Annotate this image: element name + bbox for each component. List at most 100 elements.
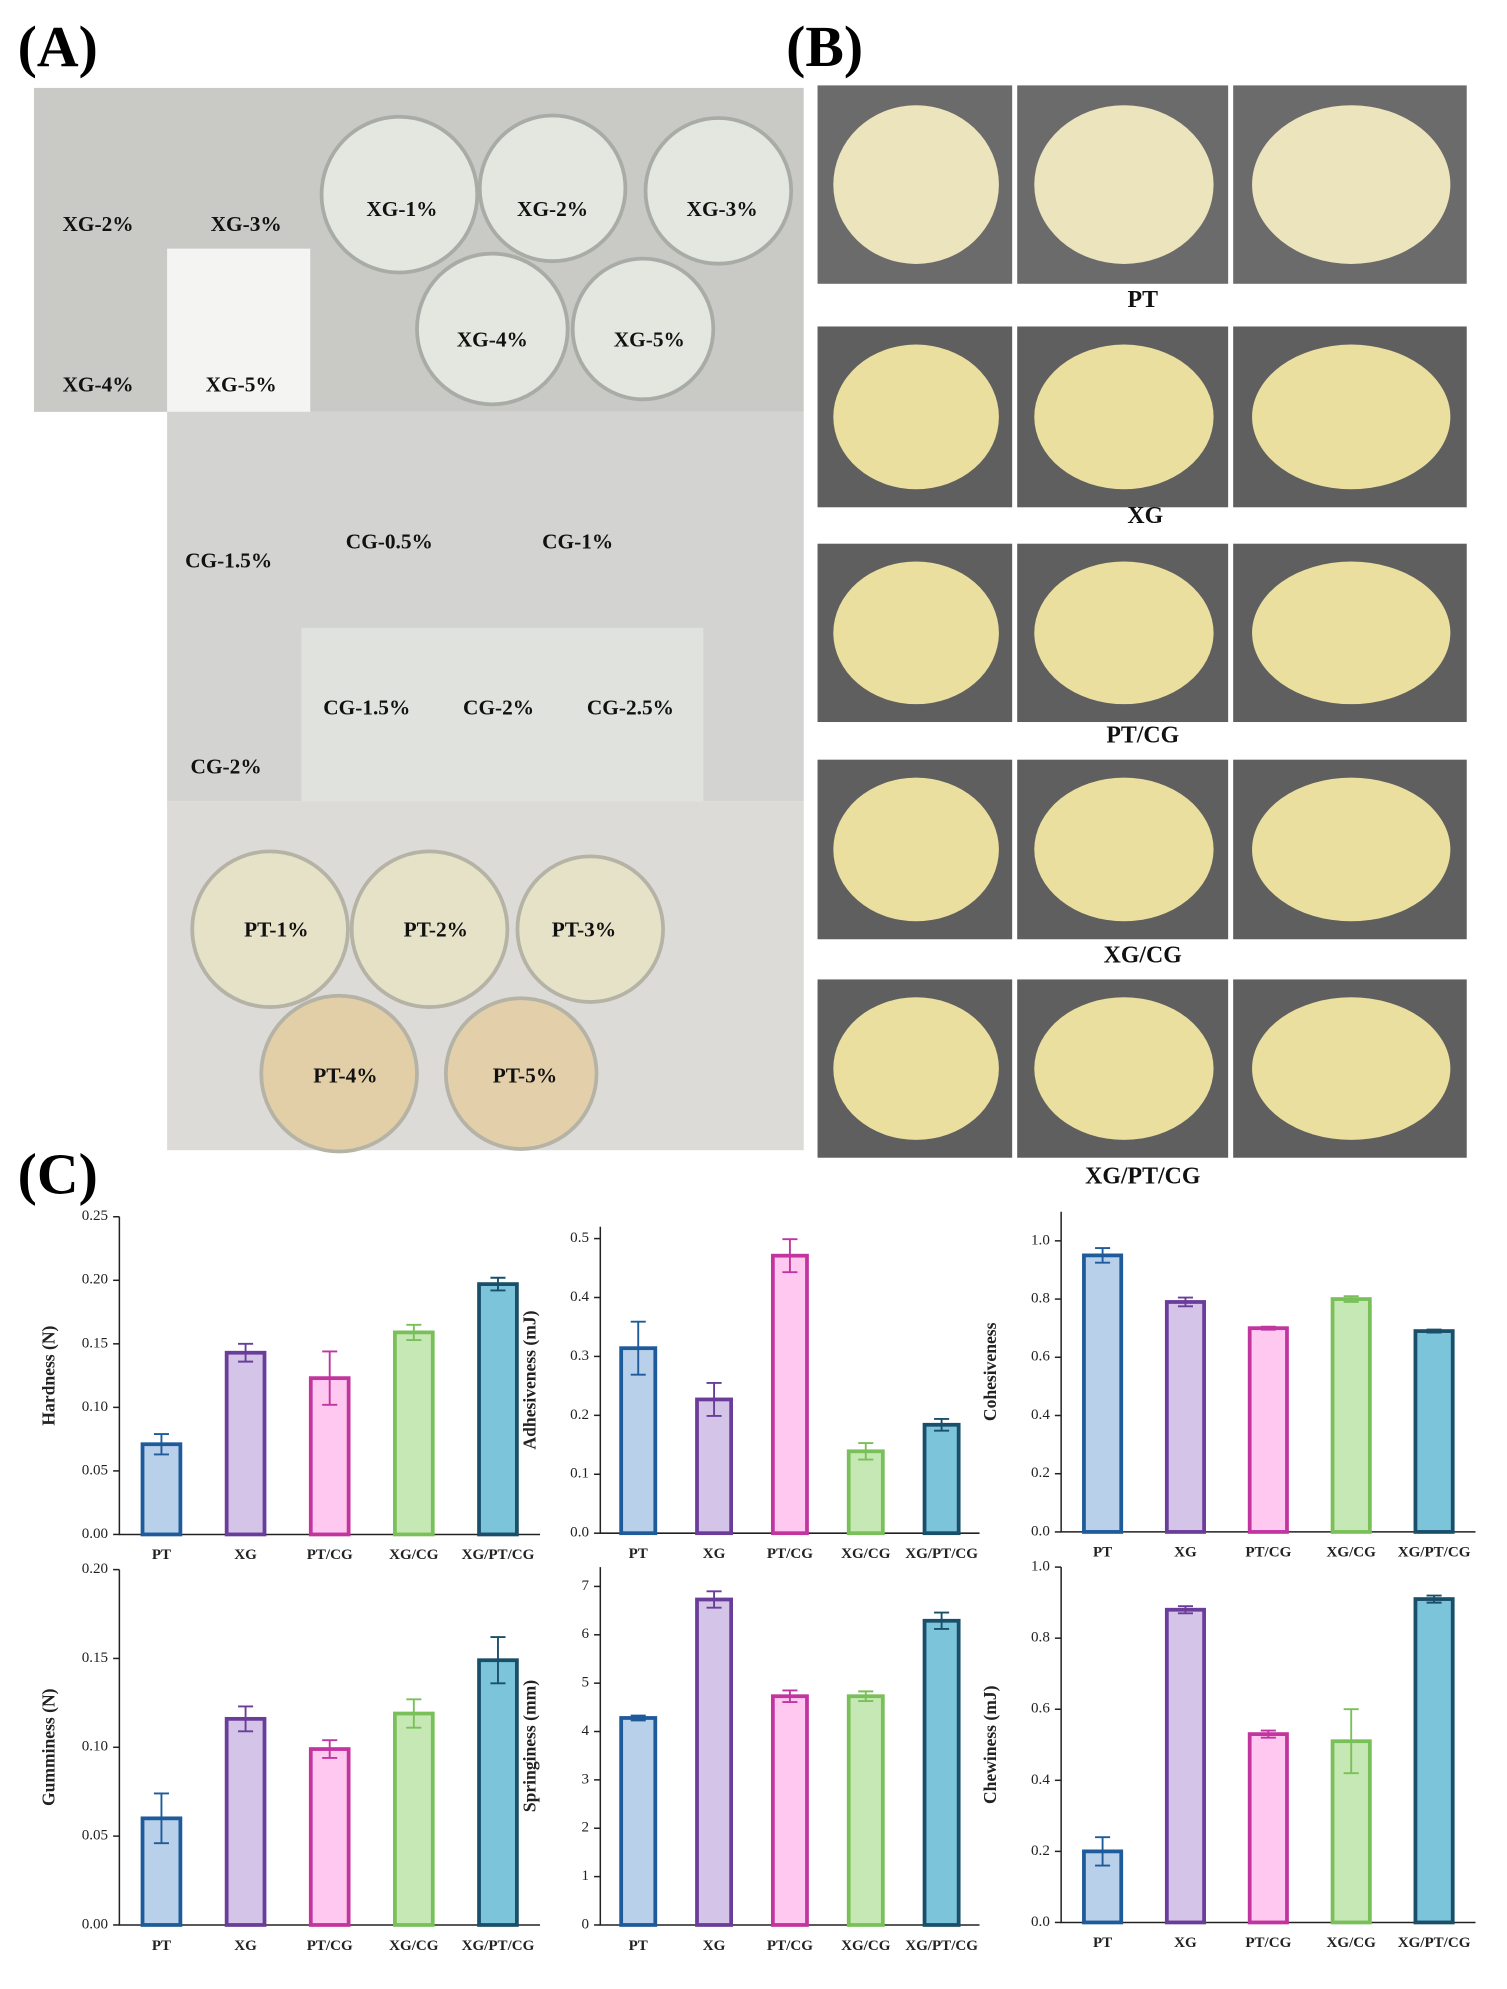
bar [619,1346,658,1536]
bar [1413,1329,1455,1534]
y-tick-label: 0.8 [1031,1630,1050,1646]
photo-label: CG-0.5% [346,530,433,554]
y-axis-label: Springiness (mm) [519,1680,539,1812]
y-tick-label: 0.0 [1031,1523,1050,1539]
panel-label: (C) [18,1144,98,1207]
x-tick-label: PT [629,1938,648,1954]
y-tick-label: 0.6 [1031,1349,1050,1365]
error-bar [1260,1729,1276,1739]
bar [1164,1300,1206,1534]
y-tick-label: 0.2 [1031,1465,1050,1481]
photo-label: PT-3% [552,918,616,942]
printed-shape [1034,777,1214,922]
photo-label: PT/CG [1106,723,1179,749]
error-bar [322,1739,338,1759]
x-tick-label: PT/CG [307,1547,353,1563]
bar [1247,1732,1289,1925]
y-tick-label: 0.05 [82,1462,108,1478]
x-tick-label: XG/CG [389,1547,439,1563]
x-tick-label: XG [1174,1545,1197,1561]
panel-label: (A) [18,16,98,79]
error-bar [1095,1247,1111,1264]
error-bar [630,1320,646,1376]
error-bar [706,1382,722,1417]
photo-label: XG-3% [211,212,282,236]
bar [922,1422,961,1536]
photo-label: XG-2% [62,212,133,236]
y-tick-label: 0.0 [570,1525,589,1541]
photo-label: XG/CG [1104,942,1182,968]
y-tick-label: 0.5 [570,1230,589,1246]
printed-shape [1034,997,1214,1140]
printed-shape [1252,561,1451,705]
y-tick-label: 4 [581,1723,589,1739]
photo-label: CG-1.5% [185,548,272,572]
error-bar [238,1342,254,1363]
photo [301,627,704,802]
y-tick-label: 7 [581,1578,589,1594]
y-tick-label: 0.25 [82,1208,108,1224]
error-bar [153,1433,169,1456]
photo-label: CG-1% [542,530,613,554]
printed-shape [833,777,999,922]
y-tick-label: 0.05 [82,1828,108,1844]
bar [695,1597,734,1927]
photo-label: PT-4% [313,1063,377,1087]
bar [846,1694,885,1927]
photo-label: CG-1.5% [323,695,410,719]
x-tick-label: XG/CG [1327,1935,1377,1951]
y-tick-label: 0.15 [82,1335,108,1351]
y-axis-label: Hardness (N) [38,1325,58,1425]
error-bar [934,1611,950,1630]
printed-shape [1252,777,1451,922]
y-tick-label: 1.0 [1031,1559,1050,1575]
printed-shape [833,997,999,1140]
bar [770,1694,809,1927]
bar [393,1711,435,1927]
error-bar [1177,1296,1193,1308]
error-bar [1343,1295,1359,1303]
photo-label: PT-5% [493,1063,557,1087]
y-tick-label: 0.0 [1031,1914,1050,1930]
photo-label: XG/PT/CG [1085,1163,1200,1189]
beakers [319,113,794,407]
error-bar [630,1714,646,1722]
x-tick-label: XG/PT/CG [462,1547,535,1563]
printed-shape [1252,344,1451,490]
error-bar [153,1792,169,1845]
photo-group-b [817,85,1467,1158]
bar [224,1716,267,1927]
bar [393,1330,435,1537]
printed-shape [833,105,999,264]
error-bar [858,1442,874,1461]
bar [846,1449,885,1536]
y-tick-label: 0.10 [82,1739,108,1755]
y-axis-label: Adhesiveness (mJ) [519,1310,539,1449]
x-tick-label: PT/CG [1245,1935,1291,1951]
printed-shape [833,561,999,705]
y-tick-label: 0.00 [82,1916,108,1932]
y-tick-label: 0.4 [570,1289,589,1305]
x-tick-label: XG/CG [1327,1545,1377,1561]
x-tick-label: XG/CG [841,1938,891,1954]
y-tick-label: 0.3 [570,1348,589,1364]
x-tick-label: PT [1093,1545,1112,1561]
photo-label: XG-4% [62,373,133,397]
photo-labels-b: PT XG PT/CG XG/CG XG/PT/CG [1085,287,1200,1189]
bar [1330,1297,1372,1534]
photo-label: CG-2% [191,754,262,778]
photo-label: PT-2% [404,918,468,942]
x-tick-label: XG [234,1938,257,1954]
printed-shape [1034,105,1214,264]
beakers [190,849,665,1154]
bar [1247,1326,1289,1534]
error-bar [1343,1708,1359,1775]
photo [167,248,311,412]
y-axis-label: Cohesiveness [980,1322,1000,1421]
y-tick-label: 0.6 [1031,1701,1050,1717]
y-tick-label: 0.00 [82,1526,108,1542]
photo-label: XG-3% [687,197,758,221]
x-tick-label: PT/CG [767,1546,813,1562]
x-tick-label: XG [703,1546,726,1562]
x-tick-label: XG [1174,1935,1197,1951]
